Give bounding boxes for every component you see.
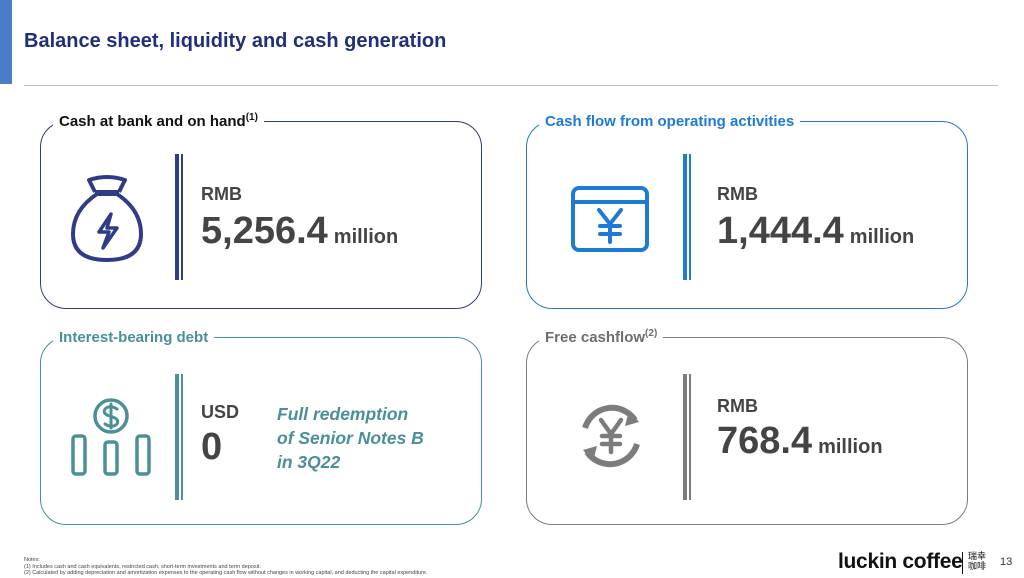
brand-separator (962, 552, 963, 574)
money-bag-icon (71, 175, 143, 262)
amount-value: 1,444.4 million (717, 210, 915, 252)
redemption-note: Full redemption of Senior Notes B in 3Q2… (277, 404, 424, 472)
yen-window-icon (571, 186, 649, 252)
page-title: Balance sheet, liquidity and cash genera… (24, 30, 447, 52)
currency-label: RMB (717, 184, 758, 204)
operating-cash-flow-card: Cash flow from operating activities RMB … (526, 112, 968, 309)
currency-label: USD (201, 402, 240, 422)
currency-label: RMB (201, 184, 242, 204)
amount-value: 768.4 million (717, 420, 883, 462)
footnote-1: (1) Includes cash and cash equivalents, … (24, 564, 261, 570)
brand-chinese-name: 瑞幸咖啡 (968, 551, 987, 571)
page-number: 13 (1000, 556, 1013, 568)
card-title: Interest-bearing debt (53, 328, 215, 346)
free-cashflow-card: Free cashflow(2) RMB 768.4 million (526, 328, 968, 525)
amount-value: 5,256.4 million (201, 210, 399, 252)
card-title: Cash flow from operating activities (539, 112, 801, 130)
title-accent-bar (0, 0, 12, 84)
dollar-coin-bars-icon (71, 398, 151, 476)
notes-heading: Notes: (24, 557, 40, 563)
brand-logo-text: luckin coffee (838, 550, 963, 573)
card-title: Cash at bank and on hand(1) (53, 112, 264, 130)
divider-line (683, 154, 691, 280)
card-title: Free cashflow(2) (539, 328, 664, 346)
cash-at-bank-card: Cash at bank and on hand(1) RMB 5,256.4 m… (40, 112, 482, 309)
yen-cycle-icon (582, 404, 640, 468)
footnote-2: (2) Calculated by adding depreciation an… (24, 570, 428, 576)
divider-line (683, 374, 691, 500)
divider-line (175, 374, 183, 500)
title-divider (24, 85, 998, 86)
currency-label: RMB (717, 396, 758, 416)
divider-line (175, 154, 183, 280)
amount-value: 0 (201, 426, 223, 468)
interest-bearing-debt-card: Interest-bearing debt USD 0 Full redempt… (40, 328, 482, 525)
